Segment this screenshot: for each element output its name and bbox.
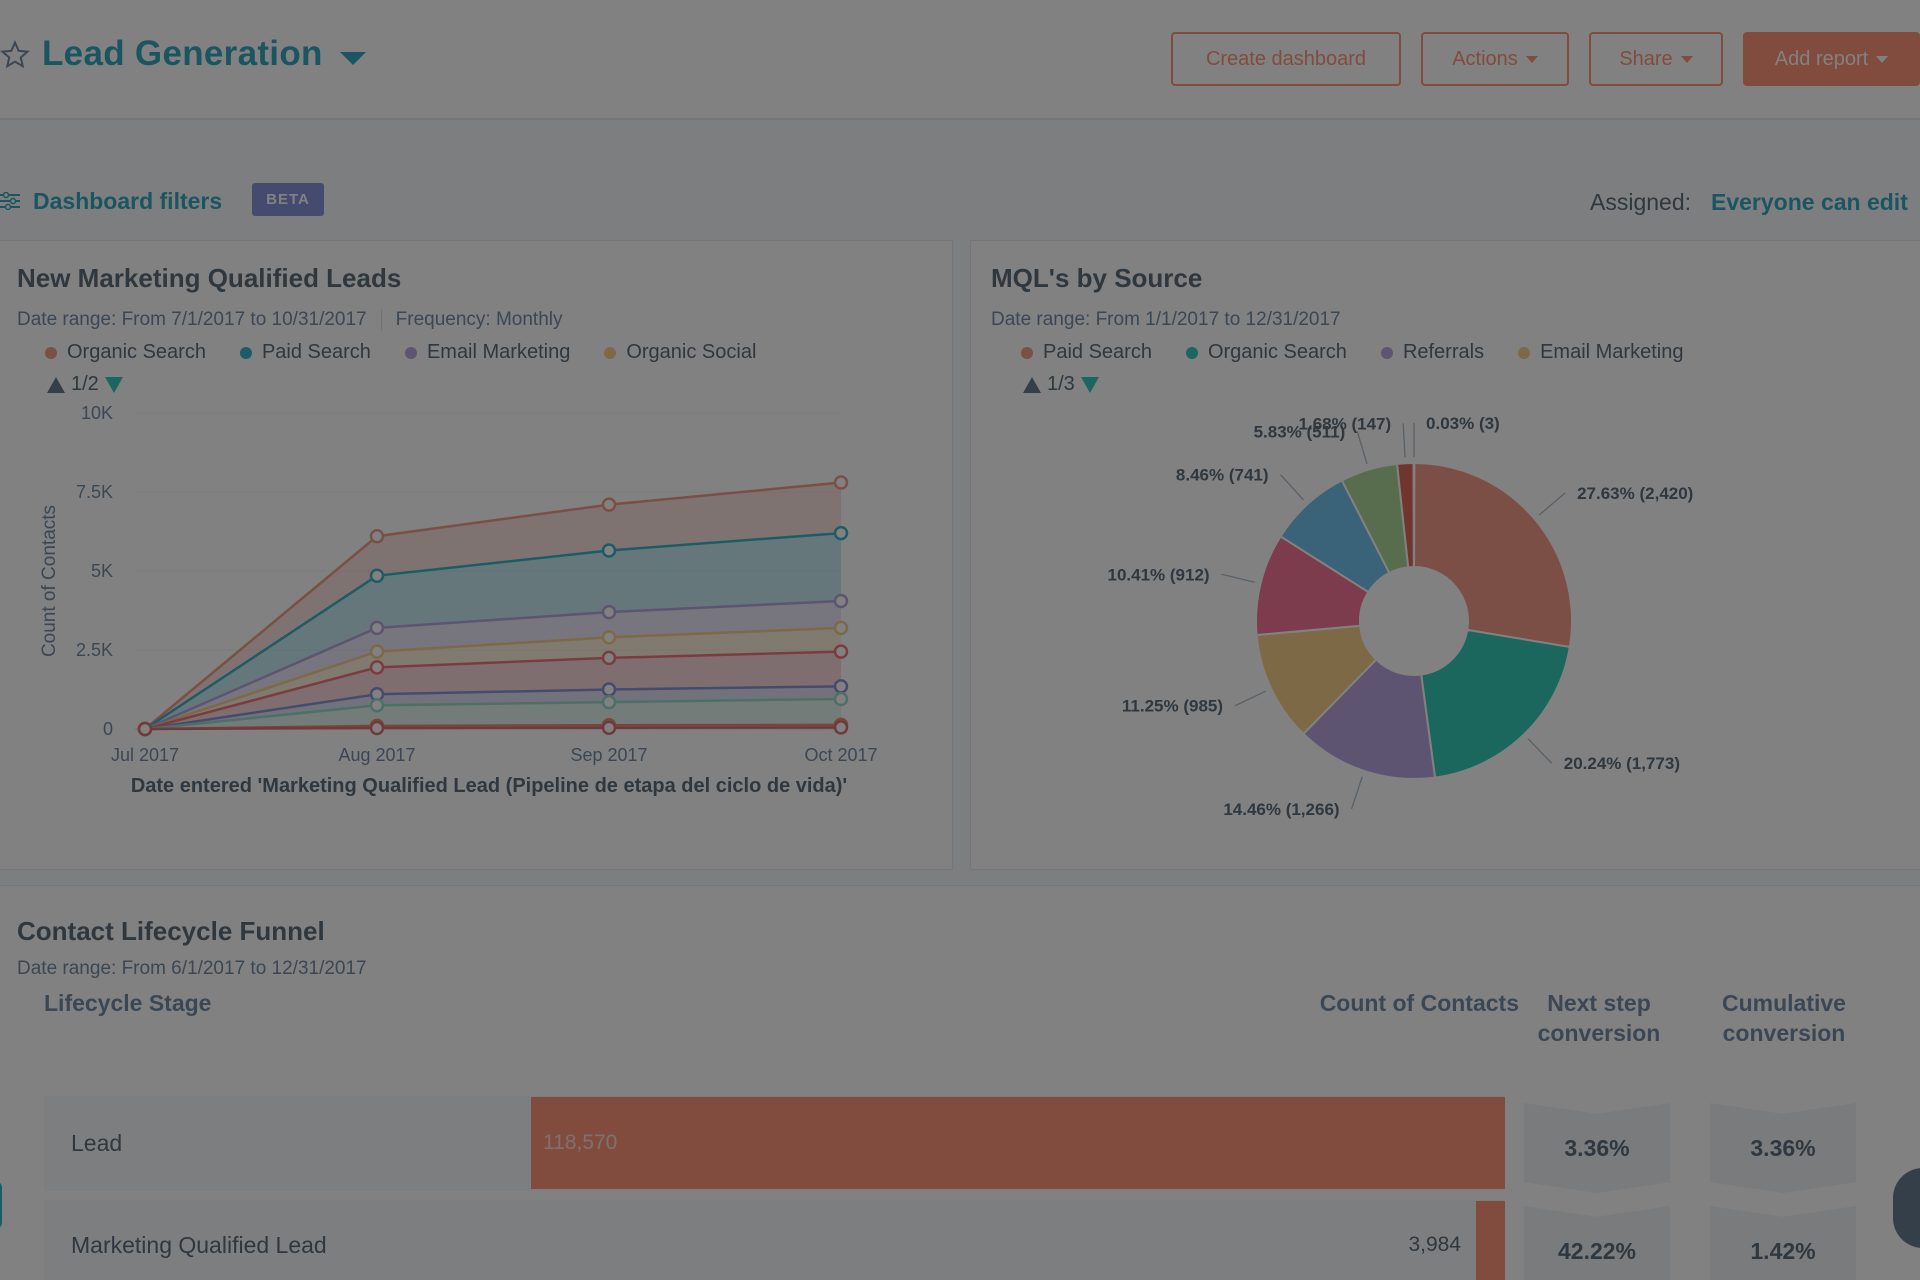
y-tick-label: 5K xyxy=(91,561,113,581)
leader-line xyxy=(1280,474,1304,501)
x-tick-label: Sep 2017 xyxy=(570,745,647,765)
leader-line xyxy=(1402,423,1406,458)
funnel-bar[interactable] xyxy=(1476,1201,1505,1280)
funnel-bar[interactable] xyxy=(531,1097,1505,1189)
mql-report-card: New Marketing Qualified Leads Date range… xyxy=(0,240,953,870)
data-point xyxy=(369,528,385,544)
leader-line xyxy=(1221,573,1255,583)
data-point xyxy=(601,604,617,620)
cumulative-conversion-value: 3.36% xyxy=(1710,1103,1856,1193)
data-point xyxy=(833,475,849,490)
data-point xyxy=(601,497,617,512)
data-point xyxy=(833,720,849,735)
leader-line xyxy=(1527,738,1553,764)
data-point xyxy=(833,593,849,609)
data-point xyxy=(833,620,849,636)
funnel-date-range: Date range: From 6/1/2017 to 12/31/2017 xyxy=(17,958,367,979)
side-panel-tab[interactable] xyxy=(0,1180,2,1230)
leader-line xyxy=(1234,690,1267,707)
mql-x-caption: Date entered 'Marketing Qualified Lead (… xyxy=(130,775,848,797)
mql-area-chart: 0 2.5K 5K 7.5K 10K Jul 2017 Aug 2017 Sep 2017 Oc… xyxy=(39,403,878,765)
data-point xyxy=(601,650,617,666)
y-tick-label: 2.5K xyxy=(76,640,113,660)
y-tick-label: 7.5K xyxy=(76,482,113,502)
slice-label: 10.41% (912) xyxy=(1108,565,1210,584)
funnel-report-card: Contact Lifecycle Funnel Date range: Fro… xyxy=(0,885,1920,1280)
row-stage-label: Lead xyxy=(71,1130,123,1156)
dashboard-header: Lead Generation Create dashboard Actions… xyxy=(0,0,1920,120)
donut-slice xyxy=(1412,461,1416,569)
dashboard-title[interactable]: Lead Generation xyxy=(42,34,323,73)
share-button[interactable]: Share xyxy=(1589,32,1723,86)
leader-line xyxy=(1356,431,1368,465)
next-step-conversion-value: 3.36% xyxy=(1524,1103,1670,1193)
data-point xyxy=(833,644,849,659)
actions-label: Actions xyxy=(1452,47,1518,70)
column-header-lifecycle-stage[interactable]: Lifecycle Stage xyxy=(44,990,212,1016)
actions-button[interactable]: Actions xyxy=(1421,32,1569,86)
donut-slice xyxy=(1420,628,1571,779)
data-point xyxy=(833,525,849,541)
data-point xyxy=(369,620,385,636)
mql-source-donut-chart: 27.63% (2,420) 20.24% (1,773) 14.46% (1,26… xyxy=(1108,414,1694,819)
funnel-card-title[interactable]: Contact Lifecycle Funnel xyxy=(17,916,325,946)
data-point xyxy=(369,568,385,583)
data-point xyxy=(137,721,153,737)
data-point xyxy=(833,691,849,707)
create-dashboard-label: Create dashboard xyxy=(1205,47,1367,70)
y-tick-label: 10K xyxy=(81,403,113,423)
source-report-card: MQL's by Source Date range: From 1/1/201… xyxy=(970,240,1920,870)
share-label: Share xyxy=(1619,47,1673,70)
add-report-button[interactable]: Add report xyxy=(1743,32,1920,86)
y-axis-title: Count of Contacts xyxy=(39,505,60,657)
add-report-label: Add report xyxy=(1774,47,1869,70)
caret-down-icon xyxy=(1680,55,1693,63)
column-header-count[interactable]: Count of Contacts xyxy=(1319,990,1519,1016)
data-point xyxy=(601,630,617,645)
data-point xyxy=(601,720,617,735)
donut-slice xyxy=(1413,461,1573,649)
filter-icon[interactable] xyxy=(0,192,20,210)
star-icon[interactable] xyxy=(0,40,30,70)
slice-label: 8.46% (741) xyxy=(1176,466,1269,485)
chevron-down-icon[interactable] xyxy=(340,52,366,65)
leader-line xyxy=(1538,492,1566,516)
x-tick-label: Aug 2017 xyxy=(338,745,415,765)
data-point xyxy=(369,720,385,736)
slice-label: 27.63% (2,420) xyxy=(1577,484,1693,503)
next-step-conversion-value: 42.22% xyxy=(1524,1206,1670,1280)
data-point xyxy=(369,644,385,659)
row-count-value: 118,570 xyxy=(543,1131,618,1154)
x-tick-label: Oct 2017 xyxy=(804,745,877,765)
row-count-value: 3,984 xyxy=(1408,1233,1461,1256)
column-header-cumulative-conversion[interactable]: Cumulative conversion xyxy=(1722,990,1846,1046)
slice-label: 14.46% (1,266) xyxy=(1223,800,1339,819)
row-stage-label: Marketing Qualified Lead xyxy=(71,1232,327,1258)
data-point xyxy=(369,698,385,713)
series-line xyxy=(144,726,842,731)
y-tick-label: 0 xyxy=(103,719,113,739)
assigned-label: Assigned: xyxy=(1590,189,1692,215)
x-tick-label: Jul 2017 xyxy=(111,745,179,765)
data-point xyxy=(601,694,617,710)
data-point xyxy=(369,660,385,675)
data-point xyxy=(601,682,617,697)
cumulative-conversion-value: 1.42% xyxy=(1710,1206,1856,1280)
dashboard-filters-link[interactable]: Dashboard filters xyxy=(33,188,223,214)
create-dashboard-button[interactable]: Create dashboard xyxy=(1171,32,1401,86)
column-header-next-step-conversion[interactable]: Next step conversion xyxy=(1537,990,1661,1046)
beta-badge: BETA xyxy=(252,183,324,216)
caret-down-icon xyxy=(1525,55,1538,63)
slice-label: 1.68% (147) xyxy=(1299,414,1392,433)
caret-down-icon xyxy=(1876,55,1889,63)
assigned-value-link[interactable]: Everyone can edit xyxy=(1711,189,1908,215)
slice-label: 0.03% (3) xyxy=(1426,414,1500,433)
data-point xyxy=(601,543,617,558)
data-point xyxy=(833,679,849,694)
leader-line xyxy=(1350,776,1363,810)
slice-label: 11.25% (985) xyxy=(1122,697,1223,716)
slice-label: 20.24% (1,773) xyxy=(1564,754,1680,773)
